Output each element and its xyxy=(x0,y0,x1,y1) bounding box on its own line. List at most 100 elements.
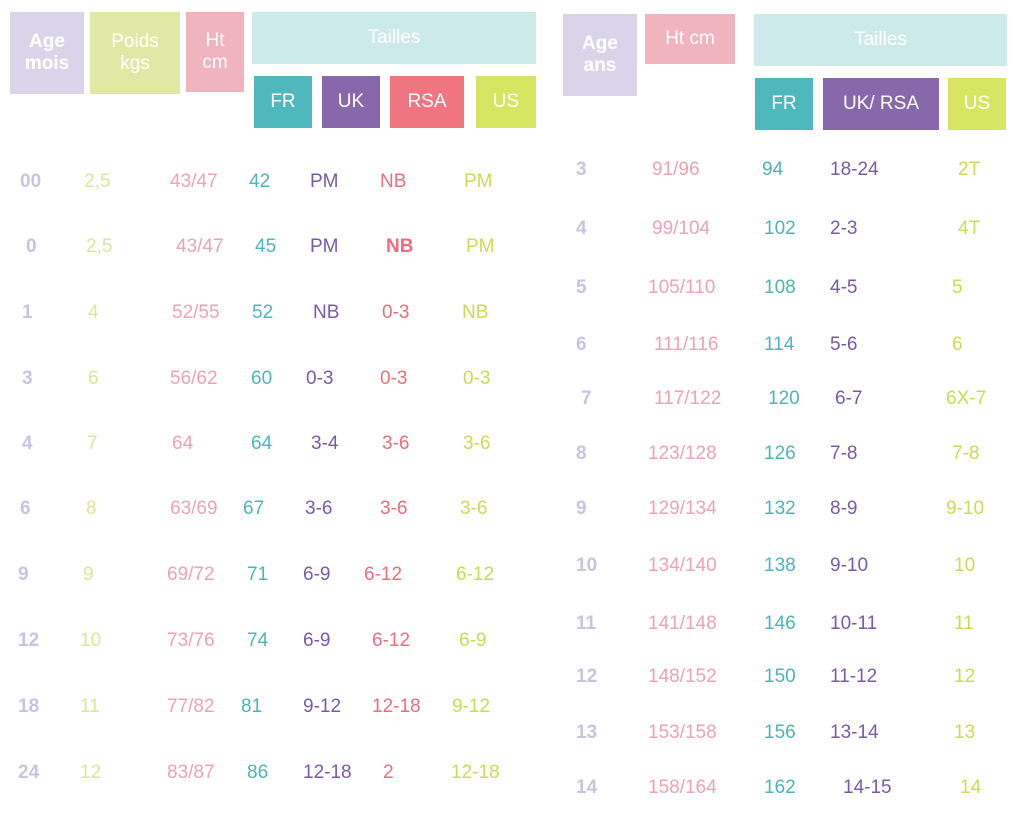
left-age-header-label: Age mois xyxy=(24,31,70,74)
right-row-us-cell: 5 xyxy=(952,277,963,298)
left-row-uk-cell: 3-6 xyxy=(305,498,333,519)
right-row-us-cell: 9-10 xyxy=(946,498,985,519)
left-row-age-cell: 4 xyxy=(22,433,33,454)
left-row-rsa-cell: 6-12 xyxy=(372,630,411,651)
left-row-us-cell: PM xyxy=(464,171,493,192)
left-row-uk-cell: 6-9 xyxy=(303,564,331,585)
left-row-rsa-cell: 2 xyxy=(383,762,394,783)
left-poids-header: Poids kgs xyxy=(90,12,180,94)
left-row-fr-cell: 45 xyxy=(255,236,277,257)
left-uk-header: UK xyxy=(322,76,380,128)
right-row-fr-cell: 132 xyxy=(764,498,796,519)
left-row-us-cell: 3-6 xyxy=(460,498,488,519)
right-row-us-cell: 4T xyxy=(958,218,981,239)
right-row-ht-cell: 148/152 xyxy=(648,666,717,687)
left-row-ht-cell: 43/47 xyxy=(176,236,224,257)
left-row-fr-cell: 74 xyxy=(247,630,269,651)
right-row-ht-cell: 153/158 xyxy=(648,722,717,743)
left-row-uk-cell: 6-9 xyxy=(303,630,331,651)
left-row-ht-cell: 56/62 xyxy=(170,368,218,389)
right-row-uk-cell: 4-5 xyxy=(830,277,858,298)
right-row-ht-cell: 158/164 xyxy=(648,777,717,798)
left-row-uk-cell: PM xyxy=(310,236,339,257)
right-row-ht-cell: 117/122 xyxy=(654,388,722,409)
right-row-fr-cell: 102 xyxy=(764,218,796,239)
right-row-age-cell: 12 xyxy=(576,666,598,687)
right-row-ht-cell: 134/140 xyxy=(648,555,717,576)
right-row-us-cell: 2T xyxy=(958,159,981,180)
right-row-us-cell: 10 xyxy=(954,555,976,576)
left-row-age-cell: 24 xyxy=(18,762,40,783)
left-row-rsa-cell: 0-3 xyxy=(382,302,410,323)
right-row-ht-cell: 129/134 xyxy=(648,498,717,519)
left-row-age-cell: 0 xyxy=(26,236,37,257)
left-poids-header-label: Poids kgs xyxy=(111,31,159,74)
left-fr-header: FR xyxy=(254,76,312,128)
right-age-header-label: Age ans xyxy=(582,33,618,76)
right-row-us-cell: 6 xyxy=(952,334,963,355)
left-ht-header-label: Ht cm xyxy=(202,30,228,73)
left-row-rsa-cell: 0-3 xyxy=(380,368,408,389)
left-row-rsa-cell: 3-6 xyxy=(382,433,410,454)
right-row-ht-cell: 99/104 xyxy=(652,218,711,239)
left-row-kg-cell: 7 xyxy=(87,433,98,454)
left-tailles-header-label: Tailles xyxy=(367,27,421,49)
right-row-age-cell: 3 xyxy=(576,159,587,180)
right-ht-header-label: Ht cm xyxy=(665,28,715,50)
left-row-us-cell: NB xyxy=(462,302,489,323)
left-row-fr-cell: 67 xyxy=(243,498,265,519)
left-row-us-cell: 9-12 xyxy=(452,696,491,717)
left-row-rsa-cell: NB xyxy=(386,236,414,257)
left-tailles-header: Tailles xyxy=(252,12,536,64)
left-row-fr-cell: 42 xyxy=(249,171,271,192)
left-row-ht-cell: 83/87 xyxy=(167,762,215,783)
right-row-fr-cell: 108 xyxy=(764,277,796,298)
right-uk-rsa-header: UK/ RSA xyxy=(823,78,939,130)
right-row-uk-cell: 5-6 xyxy=(830,334,858,355)
left-row-uk-cell: 9-12 xyxy=(303,696,342,717)
left-row-age-cell: 9 xyxy=(18,564,29,585)
left-us-header-label: US xyxy=(492,91,520,113)
right-row-ht-cell: 91/96 xyxy=(652,159,700,180)
right-row-us-cell: 14 xyxy=(960,777,982,798)
right-row-uk-cell: 6-7 xyxy=(835,388,863,409)
right-row-age-cell: 7 xyxy=(581,388,592,409)
left-row-fr-cell: 60 xyxy=(251,368,273,389)
left-row-uk-cell: PM xyxy=(310,171,339,192)
right-row-fr-cell: 150 xyxy=(764,666,796,687)
left-uk-header-label: UK xyxy=(337,91,365,113)
right-row-uk-cell: 11-12 xyxy=(830,666,878,687)
left-row-us-cell: 0-3 xyxy=(463,368,491,389)
left-row-kg-cell: 4 xyxy=(88,302,99,323)
right-row-ht-cell: 141/148 xyxy=(648,613,717,634)
left-row-rsa-cell: NB xyxy=(380,171,407,192)
right-tailles-header-label: Tailles xyxy=(854,29,907,51)
left-row-fr-cell: 86 xyxy=(247,762,269,783)
left-us-header: US xyxy=(476,76,536,128)
right-row-uk-cell: 14-15 xyxy=(843,777,892,798)
left-row-fr-cell: 71 xyxy=(247,564,269,585)
left-row-kg-cell: 8 xyxy=(86,498,97,519)
right-row-age-cell: 5 xyxy=(576,277,587,298)
left-row-uk-cell: NB xyxy=(313,302,340,323)
left-row-ht-cell: 63/69 xyxy=(170,498,218,519)
right-row-fr-cell: 114 xyxy=(764,334,795,355)
right-tailles-header: Tailles xyxy=(754,14,1007,66)
left-row-uk-cell: 3-4 xyxy=(311,433,339,454)
right-fr-header: FR xyxy=(755,78,813,130)
left-row-us-cell: 6-9 xyxy=(459,630,487,651)
right-row-us-cell: 6X-7 xyxy=(946,388,987,409)
right-uk-rsa-header-label: UK/ RSA xyxy=(842,93,920,115)
right-age-header: Age ans xyxy=(563,14,637,96)
right-row-us-cell: 13 xyxy=(954,722,976,743)
right-row-ht-cell: 111/116 xyxy=(654,334,719,355)
right-row-uk-cell: 9-10 xyxy=(830,555,869,576)
right-row-age-cell: 14 xyxy=(576,777,598,798)
right-fr-header-label: FR xyxy=(771,93,797,115)
left-rsa-header-label: RSA xyxy=(407,91,447,113)
left-row-kg-cell: 6 xyxy=(88,368,99,389)
right-row-fr-cell: 156 xyxy=(764,722,796,743)
right-row-us-cell: 7-8 xyxy=(952,443,980,464)
right-row-age-cell: 4 xyxy=(576,218,587,239)
left-row-ht-cell: 69/72 xyxy=(167,564,215,585)
